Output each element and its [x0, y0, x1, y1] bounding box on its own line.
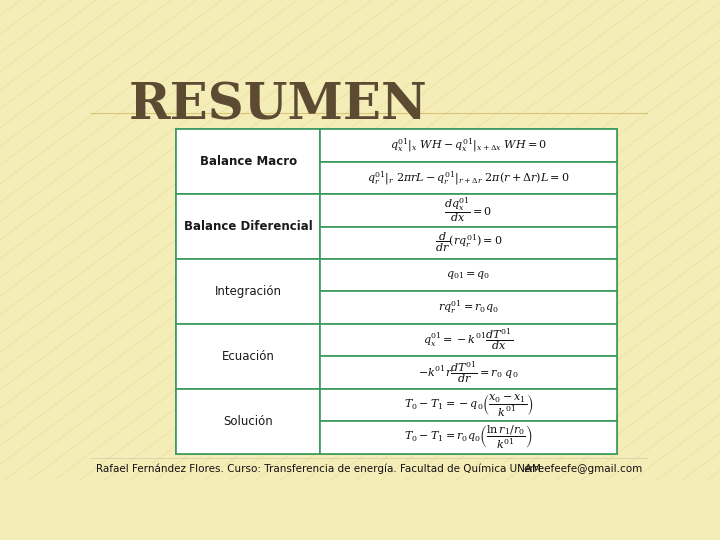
Bar: [320, 227, 617, 259]
Bar: [176, 194, 320, 259]
Text: erreefeefe@gmail.com: erreefeefe@gmail.com: [523, 464, 642, 474]
Bar: [320, 129, 617, 161]
Text: Ecuación: Ecuación: [222, 350, 274, 363]
Text: Integración: Integración: [215, 285, 282, 298]
Text: Balance Macro: Balance Macro: [199, 155, 297, 168]
Text: $rq_r^{01} = r_0 q_0$: $rq_r^{01} = r_0 q_0$: [438, 299, 499, 316]
Bar: [320, 259, 617, 292]
Text: $q_x^{01}|_x\ WH - q_x^{01}|_{x+\Delta x}\ WH = 0$: $q_x^{01}|_x\ WH - q_x^{01}|_{x+\Delta x…: [390, 137, 547, 154]
Bar: [320, 356, 617, 389]
Bar: [176, 129, 617, 454]
Bar: [320, 292, 617, 324]
Bar: [176, 259, 320, 324]
Bar: [320, 161, 617, 194]
Bar: [320, 421, 617, 454]
Text: RESUMEN: RESUMEN: [129, 82, 428, 131]
Bar: [320, 194, 617, 227]
Text: $T_0 - T_1 = -q_0\left(\dfrac{x_0 - x_1}{k^{01}}\right)$: $T_0 - T_1 = -q_0\left(\dfrac{x_0 - x_1}…: [404, 392, 534, 418]
Text: Solución: Solución: [223, 415, 273, 428]
Bar: [176, 129, 320, 194]
Text: $q_x^{01} = -k^{01}\dfrac{dT^{01}}{dx}$: $q_x^{01} = -k^{01}\dfrac{dT^{01}}{dx}$: [423, 327, 513, 353]
Text: $T_0 - T_1 = r_0 q_0\left(\dfrac{\ln r_1 / r_0}{k^{01}}\right)$: $T_0 - T_1 = r_0 q_0\left(\dfrac{\ln r_1…: [405, 424, 533, 451]
Bar: [320, 389, 617, 421]
Text: Balance Diferencial: Balance Diferencial: [184, 220, 312, 233]
Bar: [176, 324, 320, 389]
Bar: [320, 324, 617, 356]
Text: $\dfrac{d}{dr}(rq_r^{01}) = 0$: $\dfrac{d}{dr}(rq_r^{01}) = 0$: [435, 231, 503, 254]
Text: $\dfrac{dq_x^{01}}{dx} = 0$: $\dfrac{dq_x^{01}}{dx} = 0$: [444, 196, 492, 225]
Text: $q_{01} = q_0$: $q_{01} = q_0$: [446, 269, 491, 281]
Bar: [176, 389, 320, 454]
Text: $-k^{01}r\dfrac{dT^{01}}{dr} = r_0\ q_0$: $-k^{01}r\dfrac{dT^{01}}{dr} = r_0\ q_0$: [418, 360, 519, 386]
Text: $q_r^{01}|_r\ 2\pi rL - q_r^{01}|_{r+\Delta r}\ 2\pi(r+\Delta r)L = 0$: $q_r^{01}|_r\ 2\pi rL - q_r^{01}|_{r+\De…: [367, 169, 570, 187]
Text: Rafael Fernández Flores. Curso: Transferencia de energía. Facultad de Química UN: Rafael Fernández Flores. Curso: Transfer…: [96, 464, 541, 474]
